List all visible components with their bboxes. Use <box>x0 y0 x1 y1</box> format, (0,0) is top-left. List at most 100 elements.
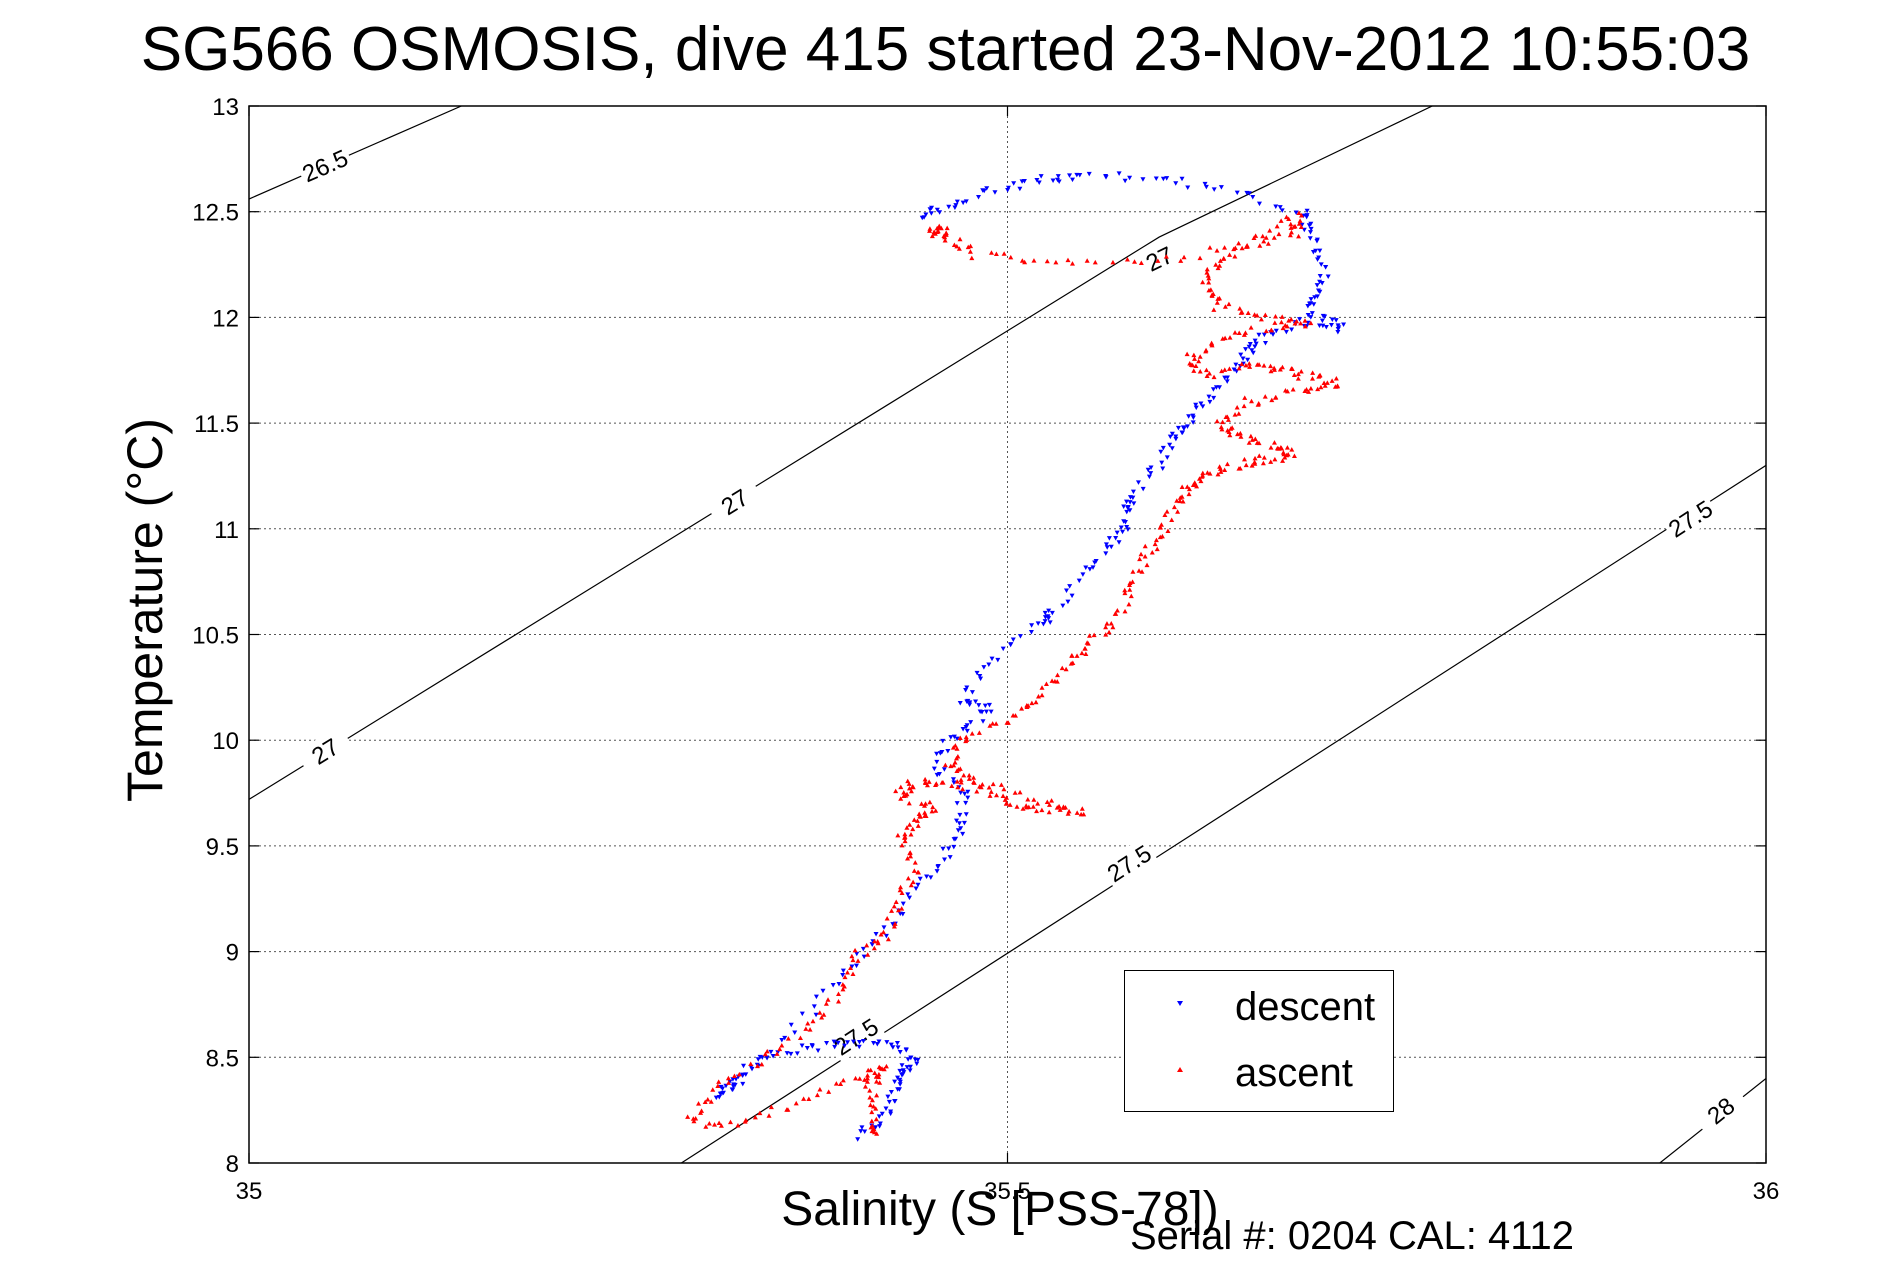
descent-point <box>1193 405 1199 411</box>
descent-point <box>1314 237 1320 243</box>
ascent-point <box>1162 512 1168 517</box>
ascent-point <box>906 781 912 786</box>
descent-point <box>983 709 989 715</box>
ascent-point <box>735 1122 741 1128</box>
descent-point <box>964 685 970 691</box>
ascent-point <box>823 1001 829 1006</box>
ascent-point <box>1204 266 1210 272</box>
descent-point <box>1325 274 1331 280</box>
descent-point <box>888 1109 894 1115</box>
ascent-point <box>1186 491 1192 497</box>
descent-point <box>840 973 846 978</box>
descent-point <box>1317 273 1323 279</box>
descent-point <box>1315 257 1321 262</box>
ascent-point <box>1252 436 1258 441</box>
descent-point <box>1047 620 1053 625</box>
y-tick-label: 12.5 <box>192 200 239 227</box>
descent-point <box>1017 186 1023 192</box>
descent-point <box>1124 524 1130 530</box>
descent-point <box>1121 519 1127 524</box>
ascent-point <box>1158 522 1164 527</box>
ascent-point <box>1298 212 1304 218</box>
descent-point <box>1333 318 1339 323</box>
descent-point <box>935 864 941 870</box>
ascent-point <box>1059 665 1065 671</box>
ascent-point <box>1138 551 1144 557</box>
ascent-point <box>906 785 912 791</box>
ascent-point <box>819 1015 825 1020</box>
ascent-point <box>838 1081 844 1086</box>
ascent-point <box>814 1092 820 1098</box>
ascent-point <box>1278 444 1284 450</box>
isopycnal-label-bg <box>1660 492 1720 545</box>
descent-point <box>1160 176 1166 182</box>
descent-point <box>1160 466 1166 471</box>
ascent-point <box>901 789 907 795</box>
descent-point <box>740 1072 746 1078</box>
descent-point <box>956 821 962 826</box>
ascent-point <box>726 1080 732 1085</box>
ascent-point <box>1291 372 1297 377</box>
descent-point <box>1104 545 1110 550</box>
descent-point <box>1008 642 1014 647</box>
ascent-point <box>943 230 949 235</box>
ascent-point <box>850 957 856 963</box>
ascent-point <box>1020 806 1026 811</box>
ascent-point <box>1144 562 1150 568</box>
ascent-point <box>1271 235 1277 240</box>
ascent-point <box>865 1072 871 1078</box>
ascent-point <box>1262 394 1268 399</box>
descent-point <box>820 988 826 994</box>
descent-point <box>905 1057 911 1062</box>
ascent-point <box>1237 306 1243 311</box>
ascent-point <box>817 1010 823 1015</box>
ascent-point <box>865 952 871 957</box>
ascent-point <box>1268 445 1274 450</box>
ascent-point <box>864 942 870 948</box>
ascent-point <box>869 1123 875 1128</box>
ascent-point <box>948 763 954 769</box>
ascent-point <box>727 1119 733 1125</box>
ascent-point <box>1271 365 1277 371</box>
descent-point <box>856 1044 862 1050</box>
descent-point <box>1050 178 1056 184</box>
ascent-point <box>940 780 946 785</box>
ascent-point <box>1295 371 1301 377</box>
ascent-point <box>706 1121 712 1126</box>
ascent-point <box>821 1012 827 1017</box>
descent-point <box>1211 395 1217 401</box>
ascent-point <box>873 1074 879 1079</box>
ascent-point <box>964 737 970 742</box>
descent-point <box>1103 542 1109 547</box>
ascent-point <box>895 907 901 913</box>
descent-point <box>980 719 986 724</box>
ascent-point <box>1280 325 1286 331</box>
ascent-point <box>1308 320 1314 326</box>
ascent-point <box>1078 811 1084 817</box>
ascent-point <box>1298 224 1304 230</box>
ascent-point <box>1224 461 1230 467</box>
ascent-point <box>871 1103 877 1109</box>
ascent-point <box>1295 376 1301 381</box>
ascent-point <box>1035 801 1041 806</box>
descent-point <box>900 901 906 907</box>
ascent-point <box>703 1124 709 1129</box>
ascent-point <box>774 1051 780 1056</box>
descent-point <box>755 1057 761 1062</box>
ascent-point <box>801 1096 807 1101</box>
descent-point <box>884 1040 890 1045</box>
ascent-point <box>731 1073 737 1079</box>
ascent-point <box>810 1018 816 1024</box>
ascent-point <box>879 1066 885 1071</box>
ascent-point <box>1012 790 1018 795</box>
descent-point <box>1148 465 1154 471</box>
descent-point <box>1198 401 1204 407</box>
ascent-point <box>1304 387 1310 392</box>
descent-point <box>960 831 966 837</box>
ascent-point <box>840 1077 846 1083</box>
ascent-point <box>899 906 905 911</box>
descent-point <box>1234 190 1240 196</box>
ascent-point <box>1164 509 1170 514</box>
descent-point <box>1169 446 1175 451</box>
ascent-point <box>967 249 973 254</box>
